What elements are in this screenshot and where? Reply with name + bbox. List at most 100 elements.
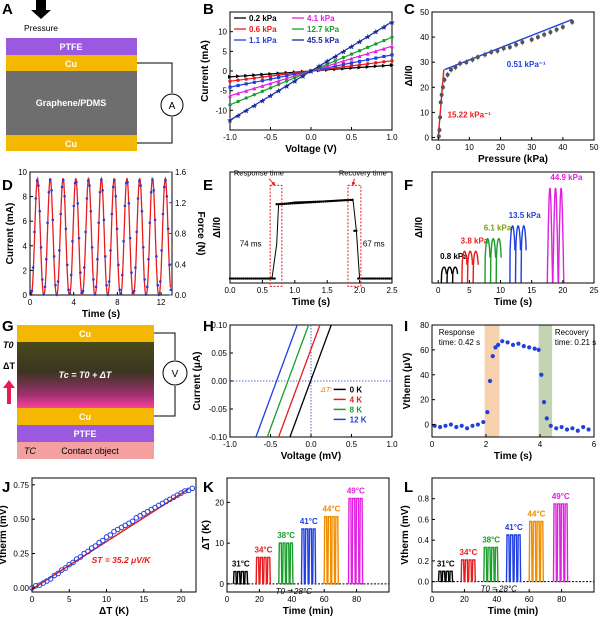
legend-label: 4.1 kPa bbox=[307, 14, 335, 23]
force-point bbox=[115, 227, 119, 231]
panel-letter: C bbox=[404, 1, 415, 18]
pressure-label: 6.1 kPa bbox=[484, 224, 512, 233]
y-axis-label-right: Force (N) bbox=[195, 212, 206, 256]
data-point bbox=[277, 202, 280, 206]
data-point bbox=[362, 277, 366, 280]
data-point: ★ bbox=[235, 111, 242, 120]
y-tick-label: 0.25 bbox=[13, 550, 29, 559]
data-point bbox=[293, 76, 297, 80]
data-point bbox=[470, 57, 475, 62]
data-point bbox=[516, 341, 521, 346]
data-point bbox=[493, 345, 498, 350]
response-time-label: Response time bbox=[234, 168, 284, 177]
data-point: ★ bbox=[251, 101, 258, 110]
force-point bbox=[44, 257, 48, 261]
data-point bbox=[548, 30, 553, 35]
data-point bbox=[261, 277, 265, 280]
data-point bbox=[345, 198, 348, 202]
panel-letter: K bbox=[203, 479, 214, 496]
slope-low-label: 0.51 kPa⁻¹ bbox=[507, 60, 546, 69]
force-point bbox=[37, 184, 40, 187]
force-point bbox=[98, 190, 102, 194]
slope-high-label: 15.22 kPa⁻¹ bbox=[448, 110, 492, 119]
tc-equation: Tc = T0 + ΔT bbox=[59, 370, 113, 380]
force-point bbox=[59, 212, 62, 216]
pulse-line bbox=[255, 556, 260, 585]
data-point bbox=[291, 202, 294, 205]
data-point bbox=[304, 201, 308, 204]
x-tick-label: 15 bbox=[527, 286, 536, 295]
cu-bottom-layer-g bbox=[17, 408, 154, 425]
pulse-line bbox=[556, 503, 561, 583]
pulse-line bbox=[505, 534, 511, 583]
force-point bbox=[126, 180, 129, 184]
data-point bbox=[470, 423, 475, 428]
data-point bbox=[252, 86, 257, 91]
pulse-line bbox=[460, 559, 465, 583]
data-point bbox=[335, 199, 339, 202]
pulse-line bbox=[466, 250, 474, 284]
data-point bbox=[376, 277, 379, 280]
pulse-line bbox=[560, 503, 565, 583]
data-point bbox=[324, 200, 327, 203]
data-point bbox=[485, 410, 490, 415]
y-tick-label: 0.10 bbox=[211, 321, 227, 330]
recovery-arrow bbox=[351, 178, 356, 187]
force-point bbox=[88, 184, 91, 187]
force-point bbox=[85, 197, 89, 200]
ammeter-icon bbox=[160, 93, 184, 117]
x-axis-label: Voltage (mV) bbox=[281, 451, 341, 462]
data-point bbox=[536, 347, 541, 352]
pulse-line bbox=[312, 528, 317, 585]
data-point bbox=[276, 82, 281, 87]
panel-c: C 0.51 kPa⁻¹ 15.22 kPa⁻¹ 0 10 20 30 40 50 0 10 20 30… bbox=[404, 1, 599, 165]
x-tick-label: 20 bbox=[460, 595, 469, 604]
force-point bbox=[63, 195, 66, 198]
force-point bbox=[143, 278, 146, 281]
data-point bbox=[366, 62, 370, 66]
legend-label: 12.7 kPa bbox=[307, 25, 340, 34]
temperature-label: 31°C bbox=[437, 559, 455, 568]
pulse-line bbox=[327, 516, 332, 585]
data-point bbox=[357, 54, 362, 59]
panel-l: L 31°C 34°C 38°C 41°C 44°C 49°C T0 = 28°C 0 20 40 6… bbox=[400, 477, 595, 617]
data-point bbox=[357, 63, 362, 67]
data-point: ★ bbox=[226, 116, 233, 125]
data-point bbox=[366, 277, 370, 280]
x-tick-label: 0.0 bbox=[224, 286, 236, 295]
pulse-line bbox=[552, 503, 558, 583]
force-point bbox=[30, 289, 34, 293]
x-axis-label: Time (s) bbox=[292, 297, 330, 308]
data-point bbox=[250, 277, 253, 280]
pressure-arrow-icon bbox=[31, 0, 51, 19]
data-point bbox=[475, 422, 480, 427]
plot-frame bbox=[431, 324, 595, 438]
data-point bbox=[374, 277, 377, 280]
y-tick-label: 0.00 bbox=[211, 377, 227, 386]
data-point bbox=[349, 61, 354, 65]
force-point bbox=[118, 288, 121, 292]
force-point bbox=[165, 195, 169, 198]
y-tick-label: 0.50 bbox=[13, 515, 29, 524]
data-point bbox=[355, 229, 358, 233]
ptfe-layer-g bbox=[17, 425, 154, 442]
data-point bbox=[388, 277, 391, 280]
data-point bbox=[277, 75, 281, 80]
force-point bbox=[39, 246, 43, 249]
force-point bbox=[33, 230, 36, 234]
x-tick-label: 10 bbox=[465, 143, 474, 152]
force-point bbox=[109, 249, 112, 252]
pulse-line bbox=[244, 570, 249, 585]
data-point bbox=[554, 27, 559, 32]
pulse-line bbox=[532, 520, 537, 583]
data-point bbox=[77, 554, 84, 560]
pressure-label: 13.5 kPa bbox=[509, 211, 542, 220]
data-point bbox=[357, 65, 362, 70]
data-point bbox=[564, 427, 570, 432]
data-point bbox=[252, 92, 256, 97]
data-point bbox=[285, 79, 289, 83]
force-point bbox=[54, 283, 57, 287]
graphene-label: Graphene/PDMS bbox=[36, 98, 107, 108]
data-point: ★ bbox=[364, 33, 371, 42]
